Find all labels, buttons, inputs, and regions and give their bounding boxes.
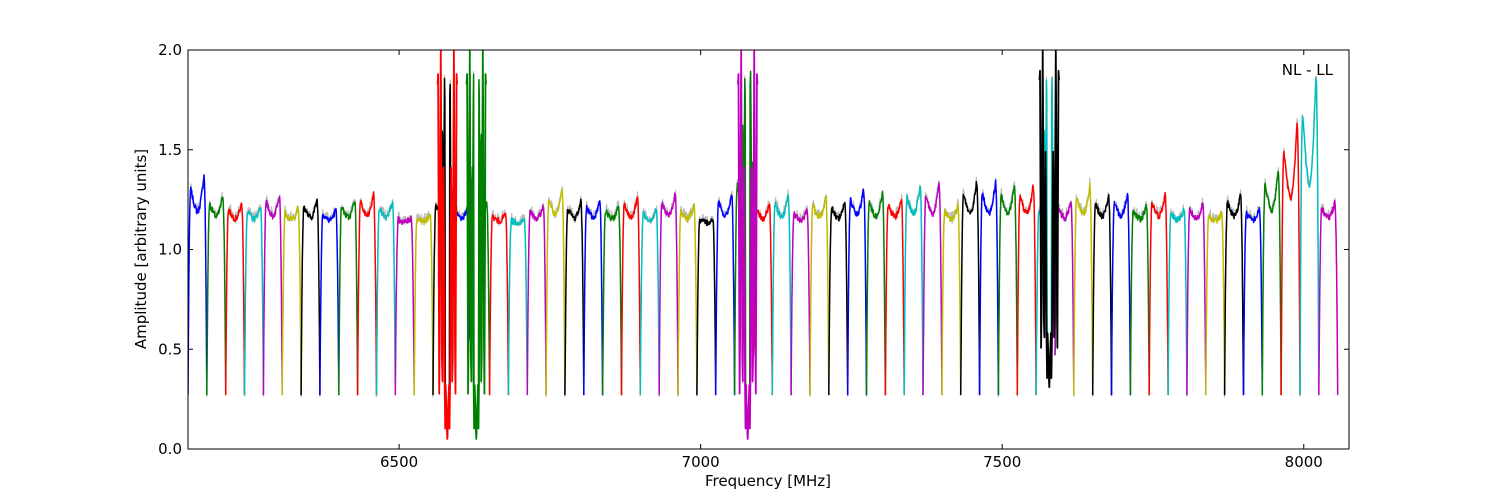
subband-line (206, 196, 227, 396)
subband-line (583, 200, 604, 396)
x-tick-label: 6500 (380, 453, 418, 471)
subband-line (922, 181, 943, 396)
y-tick-label: 1.5 (158, 141, 182, 159)
subband-line (696, 218, 717, 396)
ticks-layer: 6500 7000 7500 8000 0.0 0.5 1.0 1.5 2.0 (158, 41, 1349, 471)
rfi-spike-line (1038, 50, 1060, 389)
subband-line (1299, 77, 1320, 396)
subband-line (1242, 206, 1264, 396)
subband-line (394, 215, 415, 396)
subband-line (1280, 122, 1301, 396)
subband-shadow-line (394, 211, 415, 396)
subband-line (846, 188, 868, 396)
subband-line (545, 188, 566, 396)
subband-line (1073, 182, 1094, 396)
subband-line (828, 201, 849, 396)
subband-line (1129, 203, 1150, 396)
subband-line (601, 205, 623, 396)
subband-line (1016, 184, 1037, 396)
subband-line (1148, 191, 1169, 396)
subband-line (319, 207, 340, 396)
subband-line (978, 179, 1000, 396)
subband-line (564, 198, 585, 396)
series-layer (188, 50, 1339, 440)
y-tick-label: 1.0 (158, 241, 182, 259)
y-axis-label: Amplitude [arbitrary units] (132, 149, 150, 349)
subband-line (941, 202, 962, 396)
subband-shadow-line (564, 195, 585, 397)
y-tick-label: 0.0 (158, 440, 182, 458)
subband-line (281, 205, 302, 396)
subband-line (677, 203, 698, 396)
annotation-label: NL - LL (1282, 61, 1334, 79)
subband-line (1091, 193, 1113, 396)
x-tick-label: 8000 (1285, 453, 1323, 471)
subband-line (1110, 192, 1132, 396)
subband-line (1167, 207, 1188, 396)
subband-line (1318, 199, 1339, 396)
subband-line (488, 212, 510, 396)
subband-line (1261, 170, 1282, 396)
x-axis-label: Frequency [MHz] (705, 472, 831, 490)
subband-line (714, 194, 736, 396)
subband-line (243, 207, 265, 396)
subband-line (997, 184, 1019, 396)
subband-line (224, 202, 246, 396)
y-tick-label: 0.5 (158, 340, 182, 358)
subband-line (375, 200, 397, 396)
x-tick-label: 7000 (682, 453, 720, 471)
subband-line (658, 192, 679, 396)
subband-line (884, 198, 905, 396)
y-tick-label: 2.0 (158, 41, 182, 59)
subband-line (1186, 202, 1207, 396)
subband-line (1205, 210, 1226, 396)
subband-line (413, 213, 434, 396)
plot-background (188, 50, 1349, 449)
rfi-spike-line (465, 50, 487, 440)
subband-shadow-line (243, 204, 264, 397)
subband-line (356, 191, 378, 396)
subband-line (338, 201, 359, 396)
rfi-spike-line (737, 50, 759, 440)
subband-shadow-line (338, 198, 359, 396)
subband-line (790, 208, 811, 396)
subband-shadow-line (1186, 197, 1207, 396)
subband-line (959, 180, 981, 396)
subband-line (1223, 193, 1245, 396)
subband-shadow-line (960, 176, 981, 392)
x-tick-label: 7500 (983, 453, 1021, 471)
subband-shadow-line (507, 213, 528, 394)
subband-line (507, 217, 529, 396)
subband-line (639, 208, 660, 396)
subband-line (865, 190, 887, 396)
subband-line (809, 195, 830, 396)
subband-line (903, 185, 924, 396)
subband-line (620, 196, 642, 396)
subband-line (771, 194, 792, 396)
subband-line (262, 195, 283, 396)
subband-line (526, 204, 547, 396)
subband-line (300, 198, 321, 396)
rfi-spike-line (436, 50, 458, 440)
subband-line (188, 174, 208, 396)
